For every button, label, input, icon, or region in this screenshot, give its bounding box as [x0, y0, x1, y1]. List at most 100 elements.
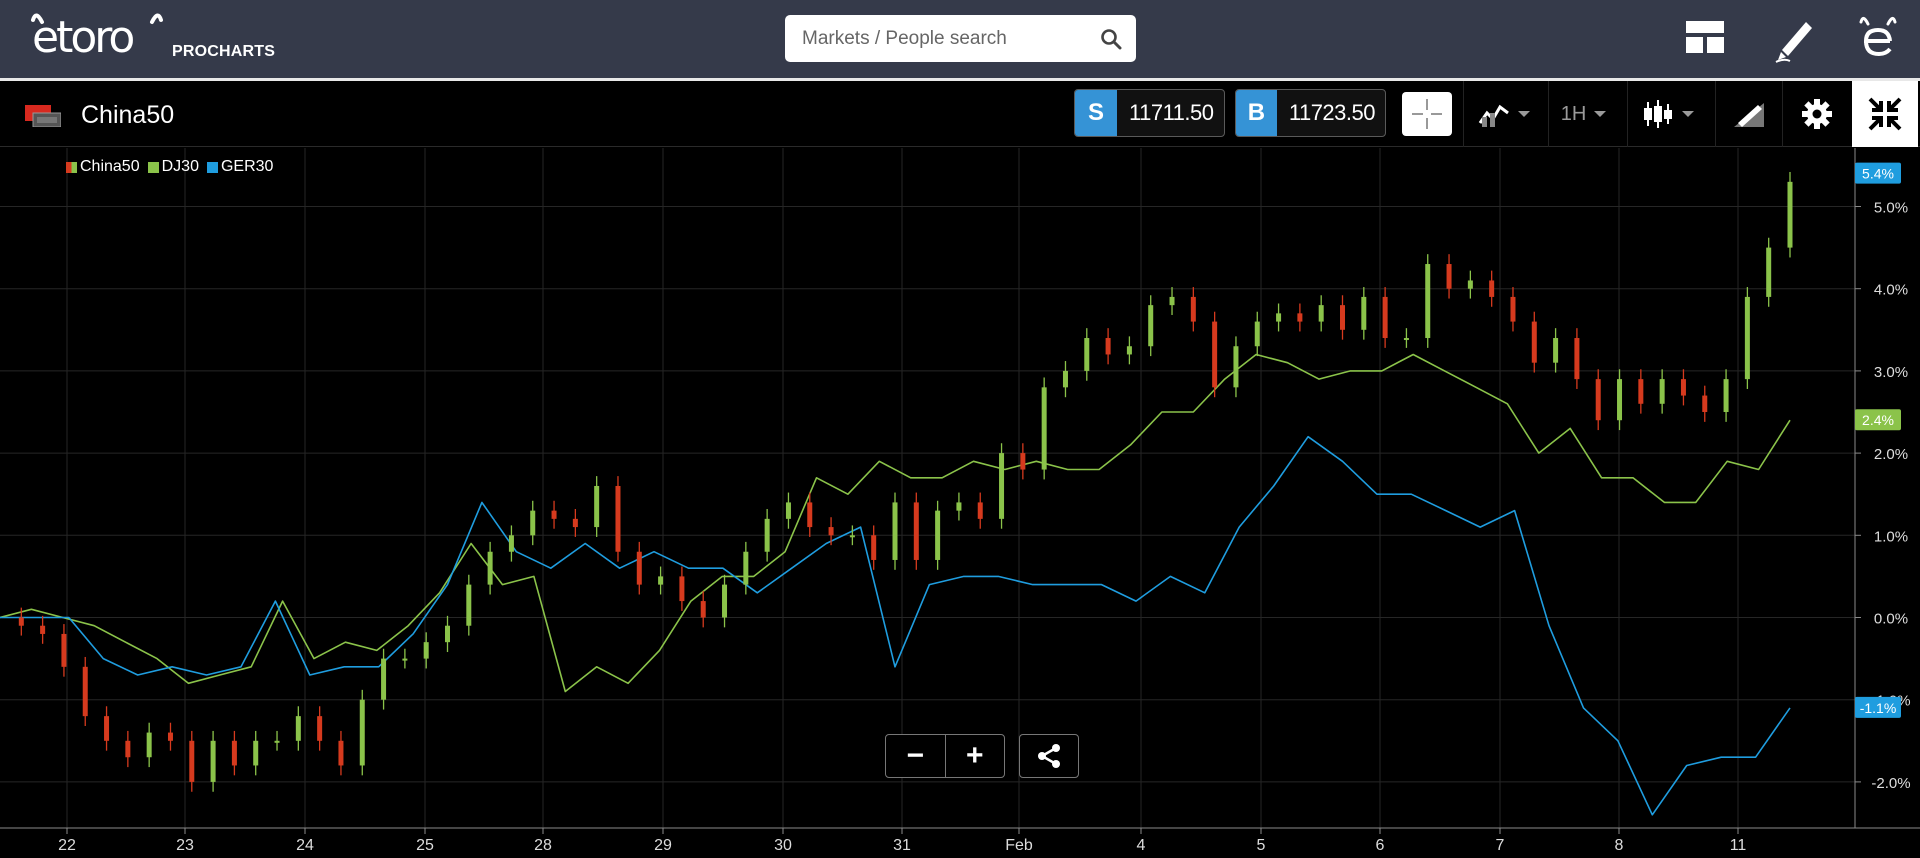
- chart-legend: China50 DJ30 GER30: [66, 158, 273, 176]
- compare-button[interactable]: [1463, 81, 1543, 147]
- candle-body: [338, 740, 344, 766]
- chart-axes: 5.0%4.0%3.0%2.0%1.0%0.0%-1.0%-2.0%222324…: [0, 148, 1920, 854]
- share-icon: [1038, 744, 1060, 768]
- search-box[interactable]: [785, 15, 1136, 62]
- search-input[interactable]: [802, 15, 1092, 62]
- instrument-name[interactable]: China50: [81, 101, 175, 129]
- chart-canvas[interactable]: 5.0%4.0%3.0%2.0%1.0%0.0%-1.0%-2.0%222324…: [0, 148, 1920, 858]
- candle-body: [508, 535, 514, 552]
- x-tick-label: 22: [58, 837, 76, 854]
- zoom-in-button[interactable]: +: [944, 735, 1005, 777]
- candle-body: [1233, 346, 1239, 388]
- exit-fullscreen-button[interactable]: [1852, 81, 1918, 147]
- settings-button[interactable]: [1782, 81, 1850, 147]
- candle-body: [1318, 305, 1324, 322]
- sell-tag: S: [1075, 90, 1117, 136]
- layout-icon[interactable]: [1685, 20, 1725, 54]
- candle-body: [679, 576, 685, 602]
- y-tick-label: 1.0%: [1874, 528, 1908, 545]
- timeframe-dropdown[interactable]: 1H: [1548, 81, 1618, 147]
- candle-body: [636, 551, 642, 585]
- candle-body: [210, 740, 216, 782]
- candle-body: [1659, 379, 1665, 404]
- candle-body: [1787, 181, 1793, 248]
- sell-button[interactable]: S 11711.50: [1074, 89, 1225, 137]
- last-value-tag-china50: 5.4%: [1855, 162, 1901, 184]
- legend-item-dj30[interactable]: DJ30: [147, 158, 199, 176]
- last-value-bg: [1855, 696, 1901, 718]
- last-value-label: 5.4%: [1862, 166, 1894, 182]
- instrument-bar: China50 S 11711.50 B 11723.50 1H: [0, 81, 1920, 147]
- chart-type-dropdown[interactable]: [1627, 81, 1707, 147]
- header-divider: [0, 78, 1920, 81]
- candle-body: [722, 584, 728, 618]
- candle-body: [1041, 387, 1047, 470]
- legend-label: DJ30: [161, 158, 199, 175]
- chart-plot: [0, 171, 1793, 816]
- x-tick-label: 25: [416, 837, 434, 854]
- chevron-down-icon: [1681, 111, 1694, 117]
- candle-body: [1510, 296, 1516, 322]
- zoom-out-button[interactable]: −: [906, 739, 925, 772]
- candle-body: [999, 453, 1005, 519]
- last-value-label: 2.4%: [1862, 412, 1894, 428]
- candle-body: [1723, 379, 1729, 412]
- candle-body: [935, 510, 941, 560]
- candle-body: [1702, 395, 1708, 412]
- candle-body: [1425, 264, 1431, 339]
- candle-body: [359, 699, 365, 766]
- candle-body: [1531, 321, 1537, 363]
- x-tick-label: 6: [1376, 837, 1385, 854]
- candle-body: [253, 740, 259, 766]
- sell-price: 11711.50: [1129, 100, 1214, 125]
- candle-body: [1148, 305, 1154, 347]
- candle-body: [785, 502, 791, 519]
- crosshair-button[interactable]: [1402, 92, 1452, 136]
- share-button[interactable]: [1019, 734, 1079, 778]
- buy-button[interactable]: B 11723.50: [1235, 89, 1386, 137]
- candle-body: [743, 551, 749, 585]
- candle-body: [1489, 280, 1495, 297]
- candle-body: [423, 642, 429, 659]
- logo-text[interactable]: etoro: [32, 12, 135, 63]
- candle-body: [18, 617, 24, 626]
- x-tick-label: 5: [1257, 837, 1266, 854]
- x-tick-label: 31: [893, 837, 911, 854]
- pencil-icon[interactable]: [1772, 14, 1818, 64]
- y-tick-label: 0.0%: [1874, 611, 1908, 628]
- candle-body: [1744, 296, 1750, 380]
- search-icon[interactable]: [1100, 28, 1122, 50]
- product-label: PROCHARTS: [172, 43, 276, 60]
- timeframe-value: 1H: [1560, 102, 1587, 125]
- legend-item-ger30[interactable]: GER30: [206, 158, 273, 176]
- price-chart[interactable]: 5.0%4.0%3.0%2.0%1.0%0.0%-1.0%-2.0%222324…: [0, 148, 1920, 858]
- candle-body: [1020, 453, 1026, 470]
- candle-body: [700, 601, 706, 618]
- x-tick-label: Feb: [1005, 837, 1033, 854]
- candle-body: [1680, 379, 1686, 396]
- series-line-ger30: [0, 435, 1791, 816]
- compare-chart-icon: [1478, 104, 1509, 127]
- drawing-tools-button[interactable]: [1715, 81, 1781, 147]
- chevron-down-icon: [1594, 111, 1607, 117]
- candle-body: [807, 502, 813, 528]
- candle-body: [1467, 280, 1473, 289]
- candle-body: [1062, 370, 1068, 388]
- candle-body: [977, 502, 983, 519]
- candle-body: [1382, 296, 1388, 339]
- candle-body: [146, 732, 152, 758]
- x-tick-label: 29: [654, 837, 672, 854]
- collapse-icon: [1868, 97, 1902, 131]
- chart-grid: [0, 148, 1855, 828]
- candle-body: [1297, 313, 1303, 322]
- etoro-logo[interactable]: [30, 12, 170, 62]
- candle-body: [231, 740, 237, 766]
- legend-swatch: [66, 161, 77, 173]
- candle-body: [1169, 296, 1175, 306]
- legend-item-china50[interactable]: China50: [66, 158, 140, 176]
- candle-body: [1403, 338, 1409, 341]
- candle-body: [295, 716, 301, 741]
- etoro-e-icon[interactable]: [1855, 14, 1901, 60]
- china-flag-icon: [25, 105, 61, 127]
- candle-body: [1574, 338, 1580, 380]
